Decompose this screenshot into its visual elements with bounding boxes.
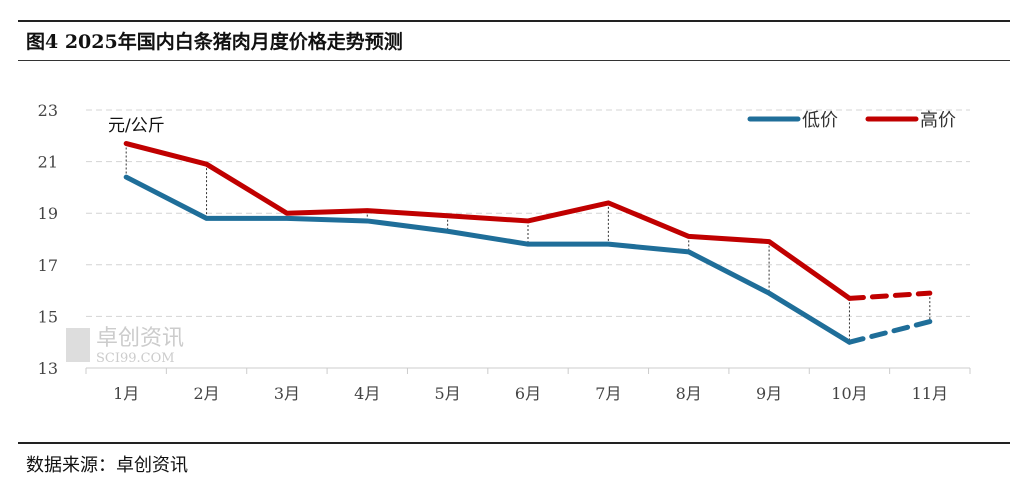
watermark-text: 卓创资讯 [96,326,184,351]
x-tick-label: 4月 [354,384,380,403]
x-tick-label: 7月 [595,384,621,403]
figure-title: 图4 2025年国内白条猪肉月度价格走势预测 [26,31,403,53]
x-tick-label: 9月 [756,384,782,403]
series-forecast-line-低价 [846,319,933,345]
legend-label: 低价 [802,110,838,131]
series-line-高价 [123,141,852,301]
top-rule [18,20,1010,22]
y-tick-label: 15 [38,307,58,326]
x-tick-label: 8月 [676,384,702,403]
legend-label: 高价 [920,110,956,131]
series-line-低价 [123,174,852,345]
title-rule [18,60,1010,61]
unit-label: 元/公斤 [108,116,165,136]
series-forecast-line-高价 [846,290,933,301]
y-tick-label: 19 [38,204,58,223]
x-tick-label: 11月 [912,384,948,403]
x-tick-label: 10月 [831,384,867,403]
x-tick-label: 5月 [435,384,461,403]
x-tick-label: 3月 [274,384,300,403]
source-note: 数据来源：卓创资讯 [26,455,188,476]
y-tick-label: 21 [38,153,58,172]
bottom-rule [18,442,1010,444]
y-tick-label: 13 [38,359,58,378]
watermark-logo [66,328,90,362]
y-tick-label: 23 [38,101,58,120]
x-tick-label: 2月 [193,384,219,403]
watermark-url: SCI99.COM [96,351,175,366]
x-tick-label: 6月 [515,384,541,403]
x-tick-label: 1月 [113,384,139,403]
y-tick-label: 17 [38,256,58,275]
